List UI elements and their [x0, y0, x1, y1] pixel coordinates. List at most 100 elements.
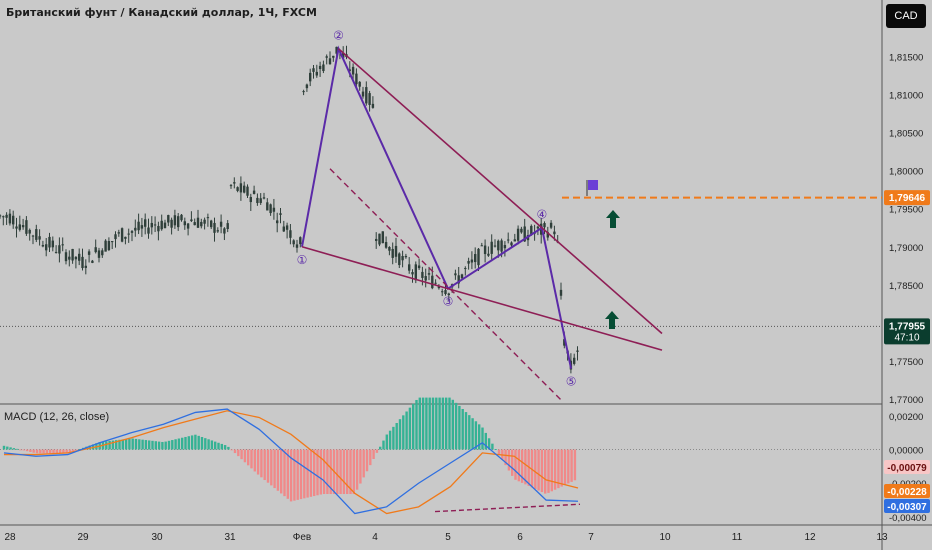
candle-body [223, 228, 226, 234]
candle-body [523, 226, 526, 242]
candle-body [381, 231, 384, 244]
candle-body [470, 259, 474, 263]
histogram-bar [289, 449, 293, 502]
histogram-bar [276, 449, 280, 491]
histogram-bar [326, 449, 329, 495]
target-price-tag-text: 1,79646 [889, 193, 926, 204]
histogram-bar [105, 441, 108, 450]
histogram-bar [45, 449, 49, 454]
candle-body [81, 256, 84, 269]
histogram-bar [567, 449, 570, 484]
candle-body [134, 227, 137, 231]
histogram-bar [177, 438, 181, 450]
histogram-bar [2, 445, 6, 450]
candle-body [127, 233, 130, 235]
histogram-bar [174, 439, 177, 450]
histogram-bar [464, 412, 468, 450]
candle-body [358, 81, 361, 87]
candle-body [193, 222, 196, 226]
candle-body [342, 53, 345, 58]
x-tick-label: 6 [517, 532, 523, 543]
candle-body [0, 215, 2, 217]
candle-body [269, 204, 272, 214]
histogram-bar [124, 439, 128, 450]
candle-body [276, 220, 279, 224]
candle-body [246, 186, 249, 196]
histogram-bar [131, 438, 134, 450]
histogram-bar [487, 438, 491, 450]
wave-label-3: ③ [443, 295, 454, 309]
candle-body [454, 273, 457, 276]
x-tick-label: 30 [151, 532, 163, 543]
histogram-bar [280, 449, 283, 494]
histogram-bar [247, 449, 250, 466]
histogram-bar [435, 397, 438, 450]
histogram-bar [293, 449, 296, 501]
price-tick-label: 1,79000 [889, 243, 923, 254]
histogram-bar [431, 397, 435, 450]
histogram-bar [313, 449, 316, 497]
histogram-bar [484, 432, 487, 450]
histogram-bar [385, 434, 388, 450]
histogram-bar [128, 438, 131, 450]
candle-body [196, 217, 200, 228]
candle-body [282, 226, 285, 232]
candle-body [398, 253, 401, 266]
candle-body [216, 230, 219, 232]
macd-value-tag-text: -0,00079 [887, 463, 927, 474]
candle-body [312, 68, 315, 72]
candle-body [111, 241, 114, 243]
histogram-bar [511, 449, 514, 476]
candle-body [576, 350, 579, 352]
candle-body [256, 197, 259, 204]
histogram-bar [12, 448, 16, 450]
candle-body [424, 276, 427, 281]
currency-button[interactable]: CAD [886, 4, 926, 28]
candle-body [41, 244, 45, 247]
histogram-bar [164, 441, 167, 450]
candle-body [378, 233, 381, 245]
x-tick-label: 10 [659, 532, 671, 543]
candle-body [173, 215, 177, 226]
x-tick-label: 11 [732, 532, 743, 543]
histogram-bar [316, 449, 319, 496]
candle-body [305, 84, 309, 89]
candle-body [262, 197, 266, 199]
histogram-bar [530, 449, 534, 488]
histogram-bar [154, 441, 157, 450]
candle-body [239, 183, 243, 193]
x-tick-label: 5 [445, 532, 451, 543]
candle-body [203, 219, 206, 224]
price-tick-label: 1,79500 [889, 205, 923, 216]
candle-body [120, 228, 124, 242]
histogram-bar [408, 407, 412, 450]
candle-body [516, 228, 520, 241]
candle-body [38, 236, 41, 240]
histogram-bar [207, 439, 210, 450]
histogram-bar [115, 440, 118, 450]
histogram-bar [491, 443, 494, 450]
candle-body [150, 222, 153, 228]
candle-body [58, 245, 61, 254]
candle-body [325, 56, 328, 58]
candle-body [243, 185, 246, 193]
candle-body [91, 260, 94, 263]
candle-body [170, 219, 173, 228]
x-tick-label: Фев [293, 532, 311, 543]
x-tick-label: 29 [77, 532, 89, 543]
histogram-bar [6, 446, 9, 450]
histogram-bar [560, 449, 563, 487]
histogram-bar [573, 449, 577, 481]
candle-body [206, 217, 210, 219]
histogram-bar [438, 397, 441, 450]
histogram-bar [388, 430, 392, 450]
candle-body [477, 248, 480, 266]
candle-body [48, 236, 51, 248]
histogram-bar [65, 449, 68, 454]
candle-body [28, 229, 31, 234]
candle-body [394, 245, 398, 257]
candle-body [309, 72, 312, 82]
histogram-bar [157, 441, 161, 450]
